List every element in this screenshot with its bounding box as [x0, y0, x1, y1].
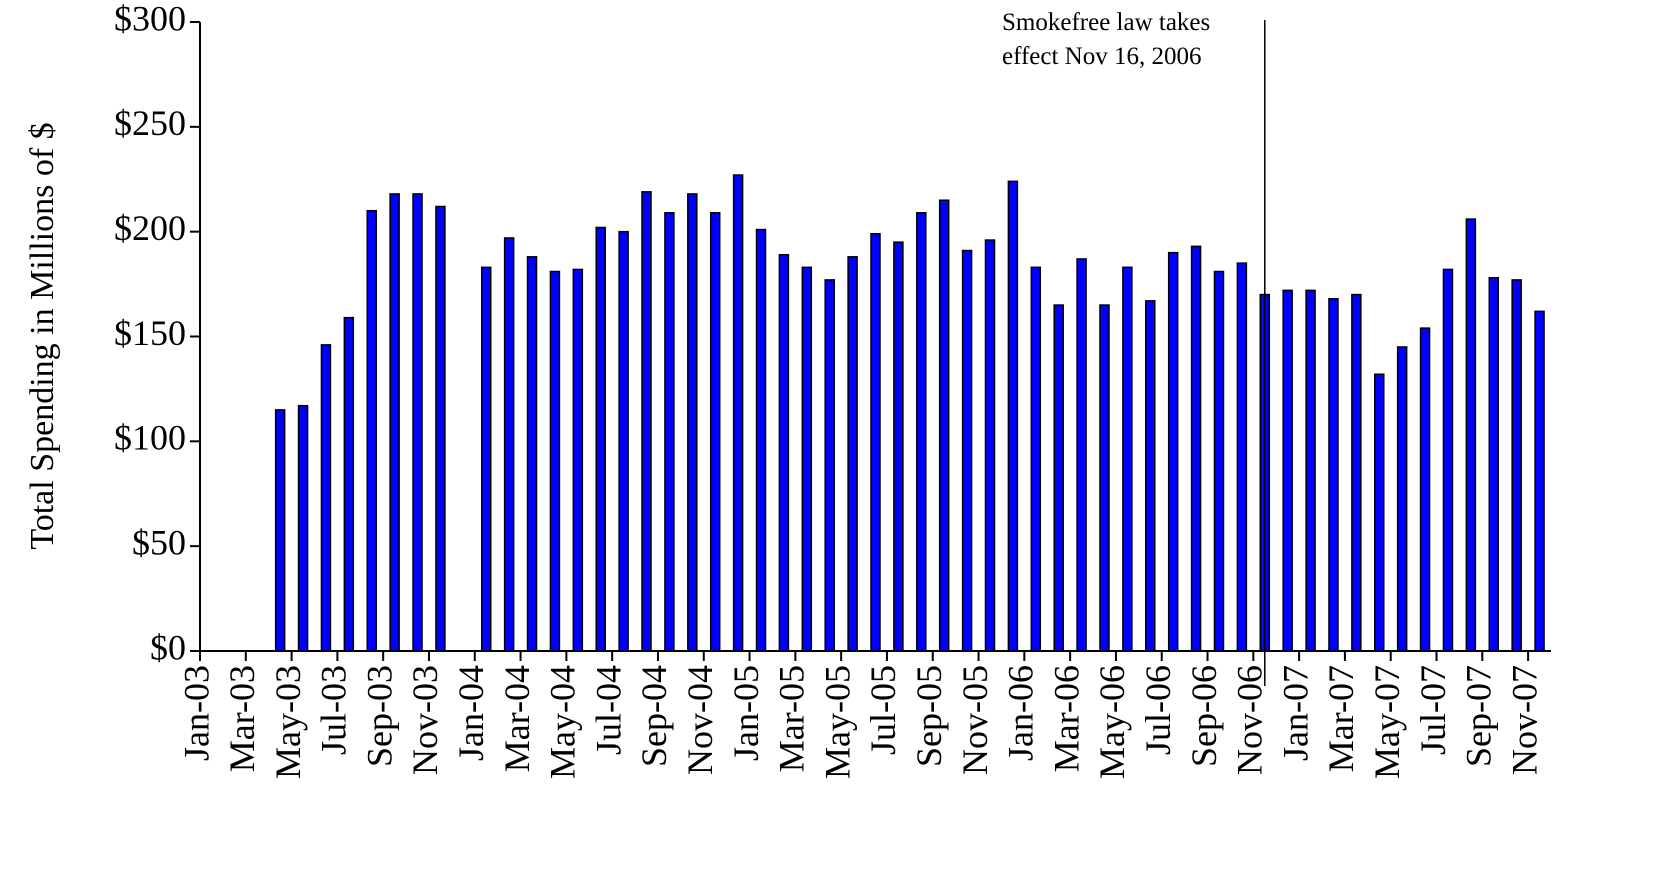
bar	[1099, 304, 1110, 652]
bar	[297, 404, 309, 652]
x-tick-label: Jan-05	[726, 665, 766, 761]
x-tick-label: Nov-07	[1504, 665, 1544, 775]
x-tick-label: Mar-06	[1046, 665, 1086, 772]
bar	[526, 256, 538, 652]
bar	[1351, 293, 1362, 652]
bar	[1465, 218, 1477, 652]
bar	[1145, 300, 1156, 652]
bar	[1122, 266, 1133, 652]
annotation: Smokefree law takes	[1002, 9, 1210, 36]
bar	[778, 253, 790, 652]
x-tick-label: May-06	[1092, 665, 1132, 779]
x-tick-label: Jul-03	[314, 665, 354, 755]
bar	[938, 199, 950, 652]
bar	[801, 266, 813, 652]
x-tick-label: Jul-04	[588, 665, 628, 755]
bar	[1305, 289, 1316, 652]
x-tick-label: Sep-04	[634, 665, 674, 767]
x-tick-label: Sep-03	[359, 665, 399, 767]
bar	[1328, 298, 1339, 652]
bar	[366, 209, 377, 652]
x-tick-label: Sep-05	[909, 665, 949, 767]
bar	[709, 212, 721, 652]
y-tick-label: $250	[114, 103, 186, 143]
bar	[389, 193, 400, 652]
x-tick-label: Nov-04	[680, 665, 720, 775]
x-tick-label: Nov-05	[955, 665, 995, 775]
bar	[595, 226, 606, 652]
bar	[1534, 310, 1545, 652]
bar	[503, 237, 515, 652]
x-tick-label: Mar-07	[1321, 665, 1361, 772]
bar	[1007, 180, 1019, 652]
x-tick-label: Sep-06	[1184, 665, 1224, 767]
y-tick-label: $200	[114, 208, 186, 248]
bar	[664, 212, 675, 652]
bar	[1030, 266, 1042, 652]
x-tick-label: May-03	[268, 665, 308, 779]
x-tick-label: Jul-07	[1413, 665, 1453, 755]
x-tick-label: May-05	[817, 665, 857, 779]
bar	[1374, 373, 1385, 652]
bar	[1488, 277, 1500, 652]
bar	[916, 212, 927, 652]
bar	[1442, 268, 1454, 652]
x-tick-label: May-04	[543, 665, 583, 779]
bar	[961, 249, 973, 652]
x-tick-label: Jan-06	[1001, 665, 1041, 761]
x-tick-label: Sep-07	[1459, 665, 1499, 767]
x-tick-label: Mar-03	[222, 665, 262, 772]
bar	[1236, 262, 1248, 652]
bar	[1419, 327, 1431, 652]
x-tick-label: Nov-03	[405, 665, 445, 775]
bar	[641, 191, 652, 652]
x-tick-label: Mar-04	[497, 665, 537, 772]
bar	[1213, 270, 1225, 652]
bar	[320, 344, 332, 652]
bar	[274, 409, 286, 652]
x-tick-label: Mar-05	[772, 665, 812, 772]
bar	[847, 256, 858, 652]
bar	[480, 266, 492, 652]
x-tick-label: May-07	[1367, 665, 1407, 779]
bar	[343, 316, 355, 652]
y-axis-label: Total Spending in Millions of $	[24, 122, 61, 549]
y-tick-label: $50	[132, 522, 186, 562]
y-tick-label: $0	[150, 627, 186, 667]
bar	[755, 228, 767, 652]
bar	[1511, 279, 1522, 652]
y-tick-label: $100	[114, 418, 186, 458]
bar	[687, 193, 698, 652]
x-tick-label: Jan-07	[1275, 665, 1315, 761]
annotation: effect Nov 16, 2006	[1002, 43, 1202, 70]
y-tick-label: $300	[114, 0, 186, 38]
bar	[1282, 289, 1293, 652]
bar	[618, 230, 629, 652]
bar	[549, 270, 561, 652]
x-tick-label: Jan-03	[176, 665, 216, 761]
bar	[1396, 346, 1408, 652]
x-tick-label: Jan-04	[451, 665, 491, 761]
bar	[435, 205, 446, 652]
y-tick-label: $150	[114, 313, 186, 353]
bar	[1076, 258, 1087, 652]
bar	[870, 233, 881, 652]
bar	[893, 241, 904, 652]
x-tick-label: Nov-06	[1230, 665, 1270, 775]
x-tick-label: Jul-06	[1138, 665, 1178, 755]
bar	[412, 193, 423, 652]
bar	[1167, 251, 1179, 652]
bar	[1190, 245, 1202, 652]
bar	[824, 279, 835, 652]
bar	[732, 174, 744, 652]
bar	[1053, 304, 1064, 652]
x-tick-label: Jul-05	[863, 665, 903, 755]
bar	[984, 239, 996, 652]
bar	[572, 268, 584, 652]
